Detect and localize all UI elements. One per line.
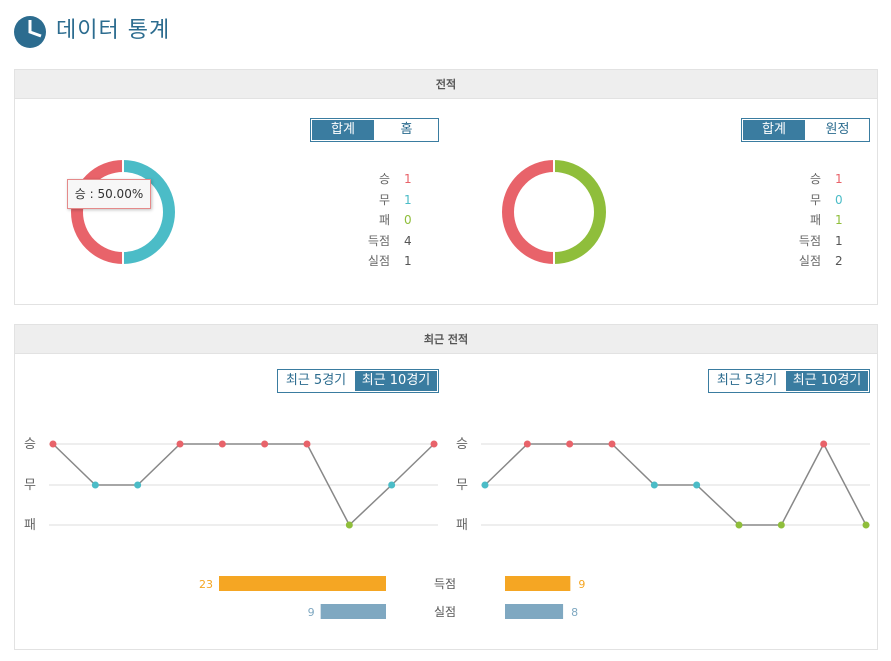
form-point-win[interactable] <box>303 440 311 448</box>
bar-right-conceded[interactable] <box>505 604 564 619</box>
form-point-loss[interactable] <box>345 521 353 529</box>
stat-label: 실점 <box>367 254 390 268</box>
y-axis-label: 무 <box>456 478 468 493</box>
form-line <box>484 442 867 526</box>
stat-label: 패 <box>378 213 390 227</box>
page-title: 데이터 통계 <box>56 18 171 43</box>
form-point-win[interactable] <box>820 440 828 448</box>
recent-left-tabs: 최근 5경기 최근 10경기 <box>277 369 439 393</box>
form-point-draw[interactable] <box>650 481 658 489</box>
y-axis-label: 승 <box>456 437 468 452</box>
form-point-win[interactable] <box>608 440 616 448</box>
bar-right-goal[interactable] <box>505 576 571 591</box>
form-point-loss[interactable] <box>735 521 743 529</box>
bar-right-value: 9 <box>578 578 585 591</box>
donut-slice-draw[interactable] <box>122 160 175 264</box>
tab-recent-10[interactable]: 최근 10경기 <box>354 370 438 392</box>
stat-value: 1 <box>404 172 412 186</box>
y-axis-label: 승 <box>24 437 36 452</box>
stat-value: 1 <box>835 172 843 186</box>
stat-value: 4 <box>404 233 412 248</box>
form-point-win[interactable] <box>566 440 574 448</box>
recent-panel-title: 최근 전적 <box>15 325 877 354</box>
stat-label: 실점 <box>798 254 821 268</box>
tab-away[interactable]: 원정 <box>825 122 850 137</box>
recent-panel: 최근 전적 <box>14 324 878 650</box>
form-point-win[interactable] <box>49 440 57 448</box>
recent-form-chart: 승무패 승무패 <box>24 437 870 533</box>
stat-value: 1 <box>404 192 412 207</box>
form-point-win[interactable] <box>261 440 269 448</box>
donut-slice-win[interactable] <box>502 160 555 264</box>
record-panel: 전적 <box>14 69 878 305</box>
bar-category-label: 실점 <box>434 605 456 619</box>
recent-right-tabs: 최근 5경기 최근 10경기 <box>708 369 870 393</box>
record-panel-title: 전적 <box>15 70 877 99</box>
stat-label: 무 <box>809 192 821 207</box>
form-point-draw[interactable] <box>693 481 701 489</box>
stat-label: 무 <box>378 192 390 207</box>
bar-left-goal[interactable] <box>219 576 386 591</box>
stat-row: 득점 1 <box>793 233 853 249</box>
bar-right-value: 8 <box>571 606 578 619</box>
stat-value: 1 <box>835 213 843 227</box>
form-point-draw[interactable] <box>481 481 489 489</box>
bar-left-value: 23 <box>199 578 213 591</box>
stat-row: 실점 1 <box>362 253 422 269</box>
stat-label: 승 <box>378 172 390 186</box>
stat-value: 1 <box>835 233 843 248</box>
form-point-draw[interactable] <box>91 481 99 489</box>
form-point-draw[interactable] <box>388 481 396 489</box>
stat-label: 득점 <box>798 233 821 248</box>
form-point-loss[interactable] <box>777 521 785 529</box>
form-point-win[interactable] <box>218 440 226 448</box>
form-line <box>52 443 435 527</box>
stat-row: 실점 2 <box>793 253 853 269</box>
y-axis-label: 무 <box>24 478 36 493</box>
tab-total[interactable]: 합계 <box>742 119 806 141</box>
stat-label: 득점 <box>367 233 390 248</box>
record-left-stats: 승 1 무 1 패 0 득점 4 실점 1 <box>362 171 422 271</box>
form-point-win[interactable] <box>176 440 184 448</box>
bar-category-label: 득점 <box>434 577 456 591</box>
form-point-win[interactable] <box>523 440 531 448</box>
form-point-loss[interactable] <box>862 521 870 529</box>
pie-chart-icon <box>14 16 46 48</box>
bar-left-value: 9 <box>308 606 315 619</box>
record-right-donut <box>502 159 606 265</box>
stat-label: 패 <box>809 213 821 227</box>
y-axis-label: 패 <box>456 518 468 533</box>
form-point-win[interactable] <box>430 440 438 448</box>
stat-value: 1 <box>404 254 412 268</box>
donut-tooltip: 승 : 50.00% <box>67 179 151 209</box>
tab-recent-5[interactable]: 최근 5경기 <box>716 373 778 388</box>
goal-bar-chart: 23 9 득점 9 8 실점 <box>199 576 585 619</box>
record-right-stats: 승 1 무 0 패 1 득점 1 실점 2 <box>793 171 853 271</box>
stat-label: 승 <box>809 172 821 186</box>
tab-recent-5[interactable]: 최근 5경기 <box>285 373 347 388</box>
stat-value: 2 <box>835 254 843 268</box>
stat-row: 득점 4 <box>362 233 422 249</box>
donut-slice-loss[interactable] <box>553 160 606 264</box>
bar-left-conceded[interactable] <box>320 604 386 619</box>
tab-total[interactable]: 합계 <box>311 119 375 141</box>
record-left-donut <box>71 159 175 265</box>
stat-value: 0 <box>404 213 412 227</box>
tab-recent-10[interactable]: 최근 10경기 <box>785 370 869 392</box>
y-axis-label: 패 <box>24 518 36 533</box>
donut-slice-win[interactable] <box>71 160 124 264</box>
record-left-tabs: 합계 홈 <box>310 118 439 142</box>
record-right-tabs: 합계 원정 <box>741 118 870 142</box>
stat-value: 0 <box>835 192 843 207</box>
form-point-draw[interactable] <box>134 481 142 489</box>
tab-home[interactable]: 홈 <box>400 122 413 137</box>
